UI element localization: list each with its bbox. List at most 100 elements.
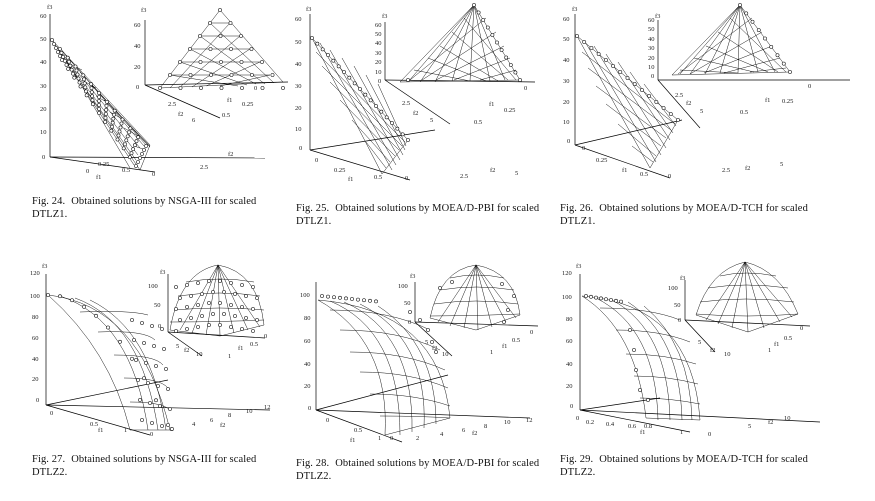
svg-text:2.5: 2.5 [460,173,468,180]
solution-point [315,41,320,46]
svg-text:60: 60 [304,338,311,345]
svg-text:4: 4 [192,421,196,428]
solution-point [127,155,132,160]
caption-text: Obtained solutions by MOEA/D-TCH for sca… [560,203,808,227]
solution-point [128,126,133,131]
solution-point [222,290,226,294]
solution-point [374,104,378,108]
solution-point [132,338,136,342]
solution-point [103,119,108,124]
solution-point [374,299,378,304]
svg-text:0: 0 [576,415,579,422]
solution-point [189,294,193,298]
solution-point [68,63,73,68]
svg-text:0: 0 [86,168,89,175]
main-y-ticks: 0 5 10 f2 [708,415,791,438]
solution-point [582,40,587,44]
svg-text:100: 100 [562,294,572,301]
svg-text:0: 0 [264,333,267,340]
solution-point [426,328,430,332]
solution-point [363,92,368,97]
solution-point [634,368,638,372]
solution-point [81,73,86,78]
solution-point [368,98,373,103]
svg-text:1: 1 [680,429,683,436]
solution-point [638,388,642,392]
caption-number: Fig. 26. [560,203,594,214]
svg-text:40: 40 [295,61,302,68]
svg-text:0: 0 [582,145,585,152]
solution-point [384,115,389,120]
svg-text:f1: f1 [765,97,770,104]
inset-points [438,280,516,324]
solution-point [83,85,88,90]
solution-point [260,86,265,90]
solution-point [358,87,362,91]
solution-point [347,75,352,80]
svg-text:f2: f2 [413,110,418,117]
svg-text:0.25: 0.25 [98,161,109,168]
svg-text:1: 1 [124,427,127,434]
main-x-ticks: 0 0.5 1 f1 [326,417,381,444]
svg-text:f2: f2 [768,419,773,426]
solution-point [589,46,594,50]
svg-text:0: 0 [254,85,257,92]
inset-ticks: 60 50 40 30 20 10 0 f3 0 0.25 0.5 f1 2.5… [375,13,527,126]
svg-text:f1: f1 [774,341,779,348]
inset-points [738,3,792,74]
figure-26: 60 50 40 30 20 10 0 f3 0 0.25 0.5 f1 0 2… [560,0,860,235]
pareto-front-surface [317,299,451,436]
solution-point [174,329,178,333]
solution-point [499,48,504,52]
svg-text:5: 5 [430,117,433,124]
solution-point [310,36,314,40]
inset-axes [414,282,539,357]
solution-point [67,59,71,64]
inset-axes [167,274,266,357]
solution-point [668,112,673,116]
solution-point [408,310,412,314]
solution-point [406,138,410,142]
solution-point [146,381,150,385]
svg-text:f1: f1 [350,437,355,444]
solution-point [71,71,75,76]
caption-text: Obtained solutions by MOEA/D-TCH for sca… [560,454,808,478]
solution-point [506,308,510,312]
solution-point [66,66,71,71]
solution-point [502,320,506,324]
main-z-ticks: 60 50 40 30 20 10 0 f3 [295,6,311,152]
solution-point [331,58,336,63]
svg-text:2.5: 2.5 [200,164,208,171]
svg-text:0: 0 [390,435,393,442]
svg-text:10: 10 [442,351,449,358]
solution-point [326,53,330,57]
svg-text:120: 120 [30,270,40,277]
solution-point [614,298,618,303]
svg-text:0: 0 [326,417,329,424]
svg-text:12: 12 [264,404,271,411]
svg-text:100: 100 [300,292,310,299]
solution-point [156,384,160,388]
solution-point [199,86,203,90]
svg-text:6: 6 [192,117,196,124]
solution-point [119,121,124,126]
caption-text: Obtained solutions by MOEA/D-PBI for sca… [296,203,540,227]
svg-text:10: 10 [40,129,47,136]
solution-point [775,53,780,58]
solution-point [332,295,336,300]
solution-point [368,298,372,303]
svg-text:f3: f3 [306,6,311,13]
solution-point [138,398,142,402]
svg-text:100: 100 [398,283,408,290]
solution-point [589,294,593,299]
svg-text:100: 100 [148,283,158,290]
svg-text:f3: f3 [47,4,52,11]
svg-text:60: 60 [566,338,573,345]
svg-text:40: 40 [375,40,382,47]
solution-point [142,376,146,381]
caption-text: Obtained solutions by NSGA-III for scale… [32,196,257,220]
solution-points [575,34,680,122]
solution-point [144,144,148,148]
figure-27-plot: 120 100 80 60 40 20 0 f3 0 0.5 1 f1 0 2 … [30,263,271,438]
svg-text:1: 1 [768,347,771,354]
